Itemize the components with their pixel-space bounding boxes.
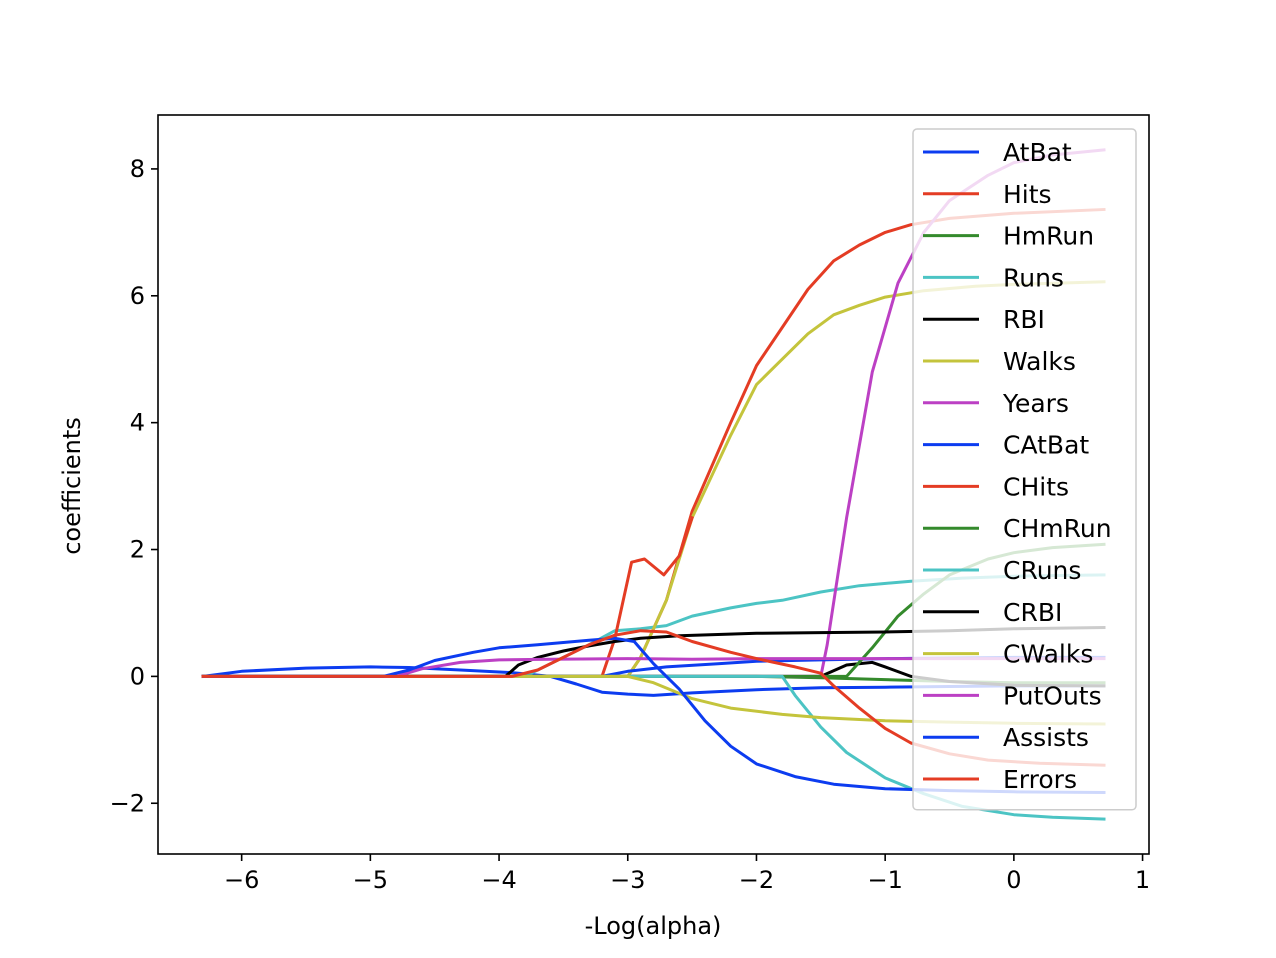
legend-label-chits: CHits [1003,472,1069,501]
axes: −6 −5 −4 −3 −2 −1 0 1 −2 0 2 4 6 8 [110,114,1150,894]
series-line-chits [201,515,695,678]
y-tick-label: 4 [130,409,145,437]
legend-box [912,128,1137,811]
legend-label-chmrun: CHmRun [1003,514,1112,543]
series-line-atbat [201,665,1106,697]
legend-label-assists: Assists [1003,723,1089,752]
x-axis-label: -Log(alpha) [585,912,722,940]
series-line-cruns [201,674,1106,821]
x-tick-label: −3 [610,866,645,894]
legend-label-atbat: AtBat [1003,138,1072,167]
x-tick-label: −4 [481,866,516,894]
legend-label-hmrun: HmRun [1003,222,1094,251]
y-tick-label: 2 [130,536,145,564]
legend-label-putouts: PutOuts [1003,681,1102,710]
x-tick-label: −1 [867,866,902,894]
legend-label-hits: Hits [1003,180,1052,209]
y-tick-label: −2 [110,789,145,817]
y-axis-label: coefficients [58,417,86,555]
y-tick-label: 0 [130,662,145,690]
x-tick-label: −2 [739,866,774,894]
legend-label-errors: Errors [1003,765,1077,794]
legend-label-crbi: CRBI [1003,598,1062,627]
x-tick-label: 1 [1135,866,1150,894]
legend-label-catbat: CAtBat [1003,431,1089,460]
x-tick-label: −6 [224,866,259,894]
legend-label-runs: Runs [1003,263,1064,292]
series-line-assists [201,636,1106,795]
legend-label-rbi: RBI [1003,305,1045,334]
x-tick-label: −5 [353,866,388,894]
legend-label-walks: Walks [1003,347,1076,376]
axes-frame [157,114,1150,855]
legend-label-cruns: CRuns [1003,556,1081,585]
y-tick-label: 6 [130,282,145,310]
y-tick-label: 8 [130,155,145,183]
legend-label-years: Years [1002,389,1069,418]
legend: AtBat Hits HmRun Runs RBI Walks Years CAtBat CHi… [912,128,1137,811]
x-tick-label: 0 [1006,866,1021,894]
legend-label-cwalks: CWalks [1003,640,1093,669]
